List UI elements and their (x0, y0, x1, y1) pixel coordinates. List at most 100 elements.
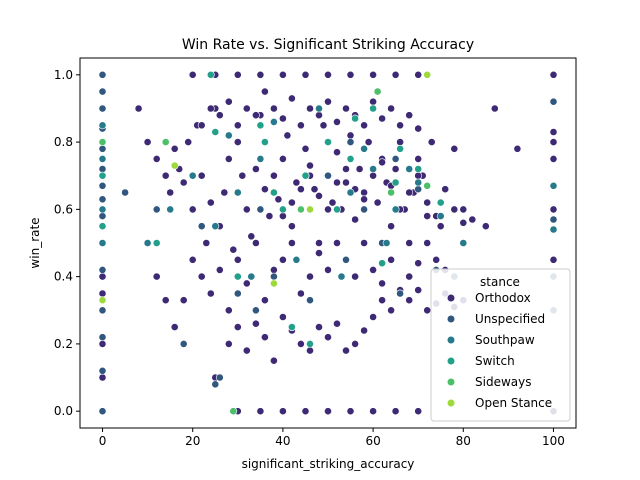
data-point-orthodox (215, 111, 224, 120)
data-point-southpaw (369, 165, 377, 173)
data-point-orthodox (414, 286, 423, 294)
y-tick-label: 1.0 (54, 68, 73, 82)
data-point-orthodox (283, 131, 292, 140)
data-point-orthodox (306, 346, 314, 355)
data-point-orthodox (324, 70, 332, 79)
data-point-orthodox (423, 306, 432, 315)
data-point-switch (396, 144, 404, 153)
data-point-orthodox (301, 70, 310, 79)
data-point-southpaw (315, 104, 323, 113)
data-point-orthodox (369, 313, 377, 321)
data-point-orthodox (450, 205, 459, 214)
data-point-orthodox (233, 121, 242, 130)
data-point-southpaw (98, 239, 107, 247)
data-point-orthodox (369, 97, 377, 106)
data-point-orthodox (287, 198, 296, 207)
data-point-orthodox (378, 114, 386, 123)
data-point-orthodox (296, 185, 305, 194)
data-point-unspecified (98, 366, 107, 375)
data-point-orthodox (220, 188, 229, 197)
x-tick-label: 40 (275, 434, 290, 448)
data-point-orthodox (265, 212, 274, 220)
data-point-switch (333, 205, 341, 214)
data-point-orthodox (490, 104, 499, 113)
y-tick-label: 0.2 (54, 337, 73, 351)
data-point-orthodox (166, 188, 175, 197)
data-point-unspecified (179, 339, 188, 348)
data-point-orthodox (387, 222, 395, 231)
data-point-orthodox (396, 121, 404, 130)
data-point-orthodox (369, 407, 377, 416)
data-point-sideways (161, 138, 170, 146)
data-point-orthodox (549, 205, 558, 214)
data-point-switch (306, 339, 314, 348)
data-point-orthodox (432, 255, 441, 264)
data-point-orthodox (396, 138, 404, 146)
data-point-orthodox (423, 198, 432, 207)
x-axis: 0 20 40 60 80 100 (99, 428, 565, 448)
legend-label: Open Stance (475, 396, 552, 410)
data-point-switch (391, 178, 400, 187)
data-point-orthodox (549, 70, 558, 79)
data-point-unspecified (549, 97, 558, 106)
data-point-orthodox (468, 215, 477, 224)
data-point-orthodox (224, 306, 233, 315)
data-point-orthodox (405, 272, 414, 281)
data-point-switch (414, 165, 423, 173)
data-point-switch (436, 198, 445, 207)
data-point-orthodox (342, 178, 350, 187)
data-point-sideways (229, 407, 238, 416)
data-point-sideways (373, 87, 382, 96)
data-point-orthodox (387, 104, 395, 113)
data-point-switch (260, 138, 269, 146)
data-point-switch (351, 114, 359, 123)
data-point-unspecified (98, 265, 107, 274)
data-point-southpaw (360, 144, 368, 153)
data-point-orthodox (436, 222, 445, 231)
data-point-open-stance (423, 70, 432, 79)
data-point-unspecified (233, 289, 242, 298)
data-point-orthodox (98, 373, 107, 382)
data-point-orthodox (188, 70, 197, 79)
data-point-orthodox (315, 111, 323, 120)
data-point-orthodox (346, 70, 355, 79)
data-point-unspecified (98, 104, 107, 113)
data-point-orthodox (391, 407, 400, 416)
data-point-orthodox (269, 171, 278, 180)
data-point-unspecified (98, 407, 107, 416)
y-tick-label: 0.6 (54, 202, 73, 216)
data-point-unspecified (549, 215, 558, 224)
data-point-orthodox (364, 138, 373, 146)
x-tick-label: 0 (99, 434, 107, 448)
data-point-orthodox (197, 121, 206, 130)
data-point-open-stance (98, 296, 107, 305)
data-point-unspecified (211, 380, 220, 389)
data-point-orthodox (324, 265, 332, 274)
data-point-orthodox (98, 339, 107, 348)
data-point-orthodox (333, 319, 341, 328)
data-point-orthodox (269, 356, 278, 365)
legend-marker (446, 335, 456, 345)
data-point-orthodox (242, 104, 251, 113)
data-point-orthodox (324, 333, 332, 342)
data-point-switch (369, 104, 377, 113)
data-point-unspecified (98, 306, 107, 315)
data-point-orthodox (251, 111, 260, 120)
data-point-orthodox (287, 94, 296, 103)
data-point-orthodox (360, 188, 368, 197)
data-point-orthodox (247, 232, 256, 241)
data-point-unspecified (98, 70, 107, 79)
data-point-orthodox (513, 144, 522, 153)
data-point-southpaw (382, 239, 391, 247)
data-point-orthodox (351, 272, 359, 281)
data-point-orthodox (224, 339, 233, 348)
data-point-orthodox (373, 198, 382, 207)
data-point-orthodox (346, 131, 355, 140)
data-point-orthodox (242, 205, 251, 214)
data-point-southpaw (346, 188, 355, 197)
data-point-orthodox (333, 239, 341, 247)
data-point-orthodox (427, 138, 436, 146)
data-point-unspecified (396, 289, 404, 298)
y-tick-label: 0.0 (54, 404, 73, 418)
data-point-orthodox (256, 70, 265, 79)
